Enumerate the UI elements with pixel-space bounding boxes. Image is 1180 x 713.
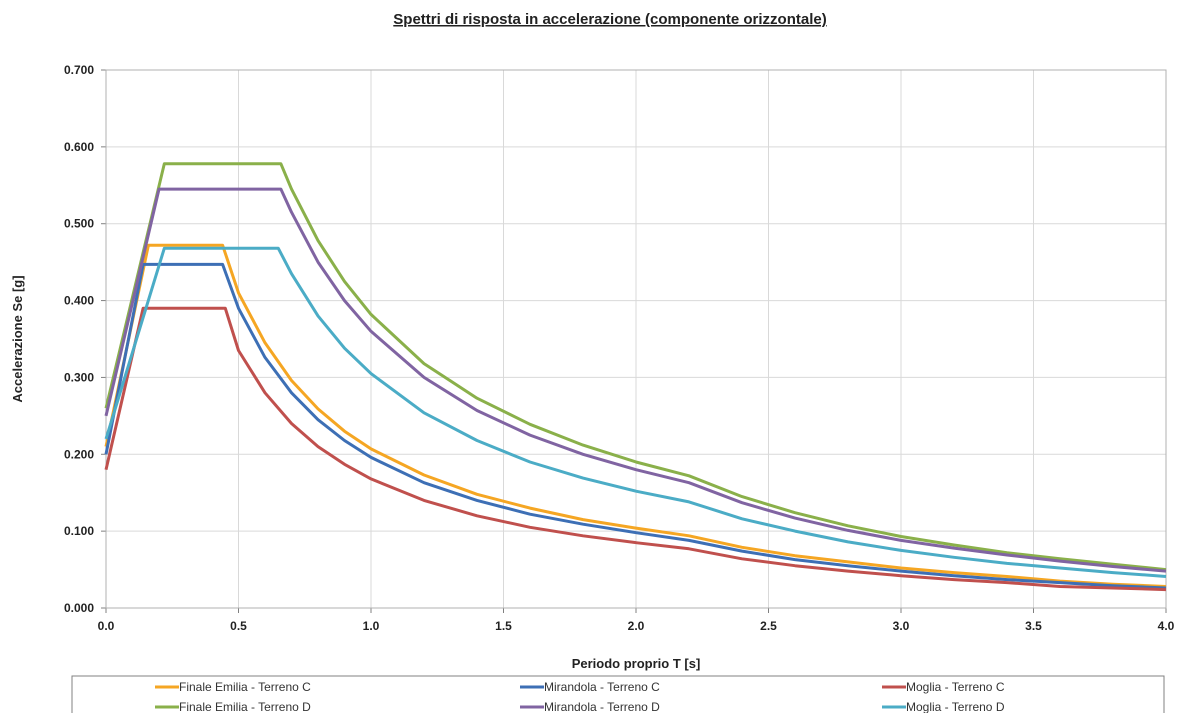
y-tick-label: 0.000 [64,601,94,615]
x-tick-label: 0.5 [230,619,247,633]
x-tick-label: 4.0 [1158,619,1175,633]
series-line-1 [104,262,1167,590]
y-tick-label: 0.600 [64,140,94,154]
series-line-5 [104,246,1167,578]
x-tick-label: 3.5 [1025,619,1042,633]
legend-label: Mirandola - Terreno D [544,700,660,713]
plot-area-frame [105,69,1167,609]
grid-lines [101,69,1167,613]
legend-label: Finale Emilia - Terreno C [179,680,311,694]
legend-label: Mirandola - Terreno C [544,680,660,694]
chart-title: Spettri di risposta in accelerazione (co… [393,11,826,28]
y-tick-label: 0.500 [64,217,94,231]
legend-label: Moglia - Terreno C [906,680,1005,694]
x-tick-label: 1.5 [495,619,512,633]
x-tick-label: 3.0 [893,619,910,633]
x-tick-label: 0.0 [98,619,115,633]
y-tick-label: 0.200 [64,447,94,461]
x-axis-label: Periodo proprio T [s] [572,656,701,671]
y-tick-label: 0.300 [64,370,94,384]
series-line-3 [104,162,1167,572]
y-tick-label: 0.400 [64,294,94,308]
legend: Finale Emilia - Terreno C Mirandola - Ter… [155,680,1005,713]
x-tick-label: 1.0 [363,619,380,633]
y-tick-labels: 0.000 0.100 0.200 0.300 0.400 0.500 0.600 0.700 [64,63,94,615]
y-axis-label: Accelerazione Se [g] [10,275,25,402]
y-tick-label: 0.700 [64,63,94,77]
legend-label: Moglia - Terreno D [906,700,1005,713]
series-line-2 [104,306,1167,592]
series-line-4 [104,187,1167,573]
series-line-0 [104,243,1167,588]
y-tick-label: 0.100 [64,524,94,538]
x-tick-label: 2.5 [760,619,777,633]
series-lines [104,162,1167,592]
legend-label: Finale Emilia - Terreno D [179,700,311,713]
x-tick-label: 2.0 [628,619,645,633]
legend-box [71,675,1165,713]
x-tick-labels: 0.0 0.5 1.0 1.5 2.0 2.5 3.0 3.5 4.0 [98,619,1175,633]
